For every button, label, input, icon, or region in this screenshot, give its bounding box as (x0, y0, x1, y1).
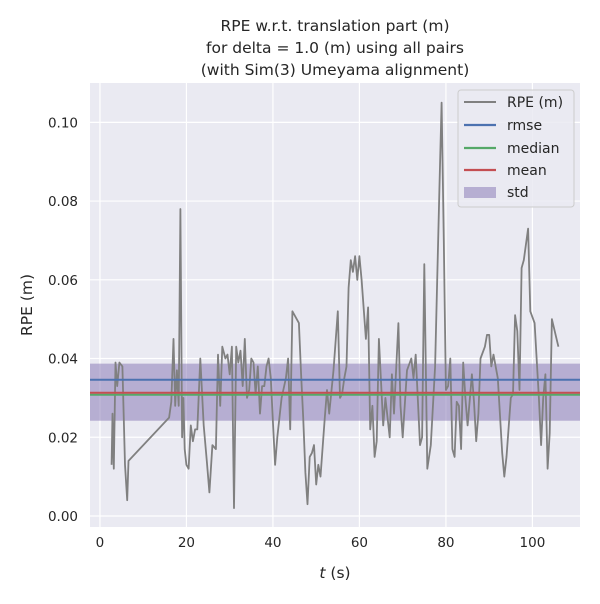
y-tick-label: 0.00 (48, 509, 78, 525)
x-tick-label: 20 (178, 535, 195, 551)
legend-label-rpe: RPE (m) (507, 95, 563, 111)
legend-box (457, 89, 575, 208)
legend: RPE (m) rmse median mean std (457, 89, 575, 208)
x-tick-label: 80 (437, 535, 454, 551)
chart-title-line-1: RPE w.r.t. translation part (m) (220, 17, 449, 35)
y-tick-label: 0.04 (48, 352, 78, 368)
x-tick-label: 40 (264, 535, 281, 551)
y-tick-label: 0.02 (48, 430, 78, 446)
y-tick-label: 0.06 (48, 273, 78, 289)
rpe-series-line (110, 101, 560, 510)
legend-swatch-std (464, 187, 496, 198)
x-axis-label: t (s) (319, 564, 350, 582)
legend-label-mean: mean (507, 163, 547, 179)
y-axis-label: RPE (m) (18, 274, 36, 336)
legend-label-median: median (507, 141, 559, 157)
chart-title-line-3: (with Sim(3) Umeyama alignment) (201, 61, 470, 79)
x-tick-label: 0 (96, 535, 105, 551)
chart-title-line-2: for delta = 1.0 (m) using all pairs (206, 39, 464, 57)
y-tick-labels: 0.00 0.02 0.04 0.06 0.08 0.10 (48, 115, 78, 525)
x-tick-label: 60 (351, 535, 368, 551)
legend-label-std: std (507, 185, 529, 201)
legend-label-rmse: rmse (507, 118, 542, 134)
y-tick-label: 0.08 (48, 194, 78, 210)
x-tick-labels: 0 20 40 60 80 100 (96, 535, 546, 551)
y-tick-label: 0.10 (48, 115, 78, 131)
x-tick-label: 100 (520, 535, 546, 551)
